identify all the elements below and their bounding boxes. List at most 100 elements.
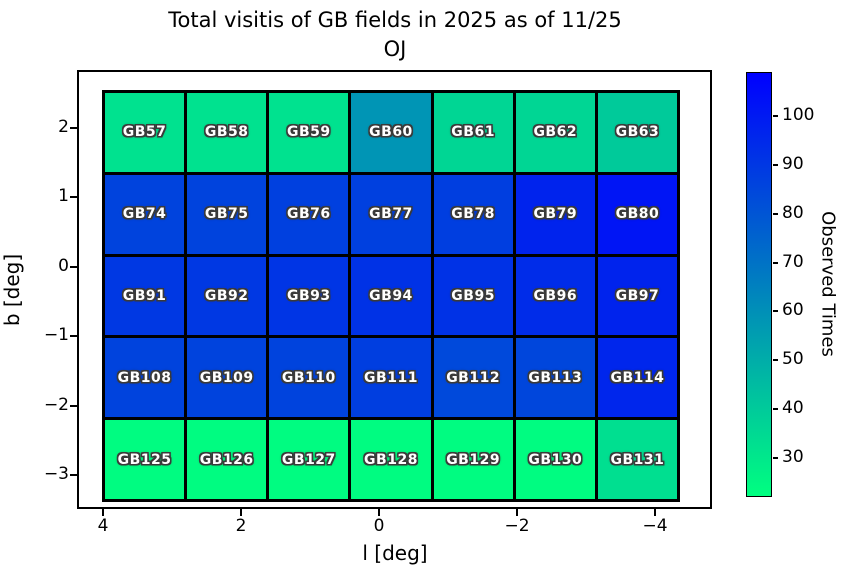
colorbar-tick-mark bbox=[773, 359, 778, 362]
heatmap-cell: GB63 bbox=[597, 93, 677, 172]
heatmap-cell: GB59 bbox=[269, 93, 349, 172]
heatmap-cell: GB95 bbox=[433, 256, 513, 336]
field-label: GB111 bbox=[364, 369, 418, 386]
field-label: GB109 bbox=[199, 369, 254, 386]
field-label: GB97 bbox=[615, 287, 660, 304]
x-tick-mark bbox=[378, 509, 380, 516]
y-tick-label: 1 bbox=[58, 186, 69, 206]
plot-area: GB57 GB58 GB59 GB60 GB61 GB62 GB63 GB74 GB75 GB76… bbox=[77, 70, 712, 509]
heatmap-cell: GB110 bbox=[269, 338, 349, 418]
heatmap-cell: GB108 bbox=[105, 338, 185, 418]
x-tick-label: −2 bbox=[504, 516, 530, 536]
x-tick-label: 4 bbox=[97, 516, 109, 536]
heatmap-cell: GB77 bbox=[351, 174, 431, 254]
field-label: GB92 bbox=[204, 287, 249, 304]
x-tick-label: −4 bbox=[642, 516, 668, 536]
colorbar-tick-mark bbox=[773, 261, 778, 264]
field-label: GB77 bbox=[369, 206, 413, 223]
y-tick-mark bbox=[70, 404, 77, 407]
colorbar-label: Observed Times bbox=[817, 211, 839, 357]
heatmap-cell: GB92 bbox=[187, 256, 267, 336]
x-tick-label: 2 bbox=[235, 516, 247, 536]
field-label: GB128 bbox=[364, 451, 418, 468]
field-label: GB74 bbox=[122, 206, 167, 223]
heatmap-cell: GB80 bbox=[597, 174, 677, 254]
colorbar-tick-mark bbox=[773, 163, 778, 166]
field-label: GB79 bbox=[533, 206, 578, 223]
heatmap-cell: GB112 bbox=[433, 338, 513, 418]
heatmap-cell: GB58 bbox=[187, 93, 267, 172]
heatmap-cell: GB127 bbox=[269, 420, 349, 499]
field-label: GB60 bbox=[369, 124, 413, 141]
chart-title-line2: OJ bbox=[383, 37, 407, 61]
field-label: GB94 bbox=[369, 287, 413, 304]
field-label: GB127 bbox=[281, 451, 336, 468]
heatmap-cell: GB131 bbox=[597, 420, 677, 499]
field-label: GB129 bbox=[446, 451, 501, 468]
heatmap-cell: GB111 bbox=[351, 338, 431, 418]
field-label: GB95 bbox=[451, 287, 495, 304]
heatmap-cell: GB125 bbox=[105, 420, 185, 499]
y-tick-mark bbox=[70, 474, 77, 476]
field-label: GB114 bbox=[610, 369, 665, 386]
field-label: GB96 bbox=[533, 287, 578, 304]
heatmap-cell: GB93 bbox=[269, 256, 349, 336]
chart-title: Total visitis of GB fields in 2025 as of… bbox=[0, 6, 790, 64]
field-label: GB58 bbox=[204, 124, 249, 141]
heatmap-cell: GB129 bbox=[433, 420, 513, 499]
y-tick-mark bbox=[70, 335, 77, 337]
colorbar-tick-label: 80 bbox=[782, 202, 804, 223]
y-tick-mark bbox=[70, 196, 77, 198]
x-axis-label: l [deg] bbox=[362, 541, 428, 565]
x-tick-mark bbox=[516, 509, 518, 516]
heatmap-cell: GB62 bbox=[515, 93, 595, 172]
x-tick-mark bbox=[240, 509, 242, 516]
heatmap-cell: GB60 bbox=[351, 93, 431, 172]
field-label: GB59 bbox=[287, 124, 331, 141]
heatmap-cell: GB128 bbox=[351, 420, 431, 499]
heatmap-cell: GB109 bbox=[187, 338, 267, 418]
field-label: GB78 bbox=[451, 206, 495, 223]
heatmap-cell: GB75 bbox=[187, 174, 267, 254]
heatmap-cell: GB57 bbox=[105, 93, 185, 172]
heatmap-cell: GB91 bbox=[105, 256, 185, 336]
colorbar-tick-label: 100 bbox=[782, 104, 815, 125]
field-label: GB112 bbox=[446, 369, 501, 386]
heatmap-cell: GB97 bbox=[597, 256, 677, 336]
y-tick-mark bbox=[70, 265, 77, 268]
heatmap-cell: GB74 bbox=[105, 174, 185, 254]
y-tick-label: 0 bbox=[58, 255, 69, 276]
colorbar-tick-label: 40 bbox=[782, 398, 804, 419]
colorbar-tick-mark bbox=[773, 212, 778, 215]
y-axis-label: b [deg] bbox=[0, 253, 24, 327]
x-tick-mark bbox=[102, 509, 104, 516]
field-label: GB130 bbox=[528, 451, 583, 468]
field-label: GB62 bbox=[533, 124, 578, 141]
field-label: GB131 bbox=[610, 451, 665, 468]
heatmap-cell: GB78 bbox=[433, 174, 513, 254]
y-tick-mark bbox=[70, 126, 77, 129]
heatmap-cell: GB114 bbox=[597, 338, 677, 418]
x-tick-label: 0 bbox=[373, 516, 385, 536]
y-tick-label: −3 bbox=[43, 464, 69, 484]
field-label: GB93 bbox=[287, 287, 331, 304]
heatmap-grid: GB57 GB58 GB59 GB60 GB61 GB62 GB63 GB74 GB75 GB76… bbox=[102, 90, 680, 502]
x-tick-mark bbox=[654, 509, 656, 516]
field-label: GB75 bbox=[204, 206, 249, 223]
chart-title-line1: Total visitis of GB fields in 2025 as of… bbox=[168, 8, 622, 32]
field-label: GB110 bbox=[281, 369, 336, 386]
colorbar bbox=[746, 72, 772, 497]
colorbar-tick-mark bbox=[773, 456, 778, 459]
field-label: GB91 bbox=[122, 287, 167, 304]
field-label: GB113 bbox=[528, 369, 583, 386]
colorbar-tick-mark bbox=[773, 114, 778, 117]
heatmap-cell: GB61 bbox=[433, 93, 513, 172]
colorbar-tick-label: 70 bbox=[782, 251, 804, 272]
heatmap-cell: GB130 bbox=[515, 420, 595, 499]
field-label: GB108 bbox=[117, 369, 172, 386]
heatmap-cell: GB94 bbox=[351, 256, 431, 336]
field-label: GB61 bbox=[451, 124, 495, 141]
heatmap-cell: GB113 bbox=[515, 338, 595, 418]
field-label: GB63 bbox=[615, 124, 660, 141]
